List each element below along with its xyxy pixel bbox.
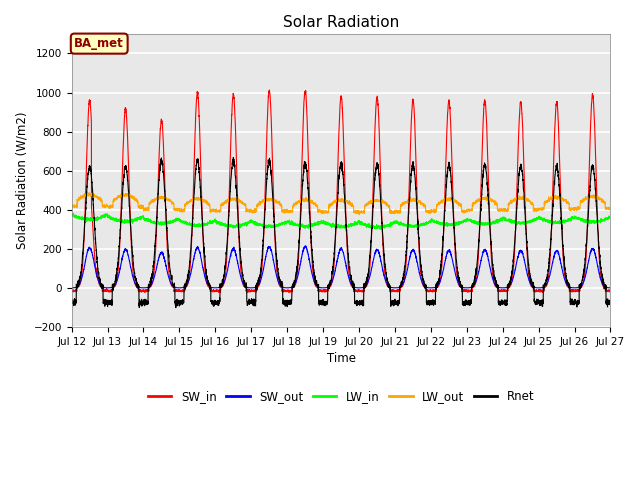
SW_in bbox=[481, 99, 489, 105]
Rnet bbox=[32, 301, 40, 307]
LW_out bbox=[509, 197, 517, 203]
Y-axis label: Solar Radiation (W/m2): Solar Radiation (W/m2) bbox=[15, 112, 28, 249]
Line: SW_out: SW_out bbox=[36, 246, 611, 288]
LW_out bbox=[47, 190, 55, 195]
SW_in bbox=[376, 140, 383, 145]
SW_out bbox=[140, 285, 147, 291]
Line: SW_in: SW_in bbox=[36, 90, 611, 292]
LW_out bbox=[32, 203, 40, 208]
Rnet bbox=[172, 305, 180, 311]
SW_in bbox=[607, 288, 614, 293]
LW_in bbox=[524, 218, 532, 224]
Rnet bbox=[524, 256, 532, 262]
LW_out bbox=[345, 201, 353, 206]
LW_out bbox=[481, 196, 489, 202]
LW_in bbox=[376, 225, 383, 230]
LW_in bbox=[607, 215, 614, 220]
LW_in bbox=[345, 221, 353, 227]
SW_in bbox=[244, 289, 252, 295]
SW_out bbox=[607, 285, 614, 291]
SW_out bbox=[302, 243, 310, 249]
SW_out bbox=[151, 272, 159, 277]
LW_out bbox=[355, 212, 363, 217]
Line: LW_in: LW_in bbox=[36, 211, 611, 229]
LW_out bbox=[151, 197, 159, 203]
SW_in bbox=[266, 87, 273, 93]
LW_out bbox=[376, 198, 383, 204]
SW_out bbox=[32, 285, 40, 291]
SW_in bbox=[32, 288, 40, 293]
LW_in bbox=[68, 208, 76, 214]
Rnet bbox=[345, 258, 353, 264]
Legend: SW_in, SW_out, LW_in, LW_out, Rnet: SW_in, SW_out, LW_in, LW_out, Rnet bbox=[143, 385, 539, 408]
Line: LW_out: LW_out bbox=[36, 192, 611, 215]
Rnet bbox=[481, 165, 489, 170]
Rnet bbox=[509, 257, 517, 263]
SW_in bbox=[509, 268, 517, 274]
SW_in bbox=[345, 269, 353, 275]
LW_in bbox=[151, 219, 159, 225]
SW_out bbox=[509, 275, 517, 280]
SW_out bbox=[481, 247, 489, 252]
LW_in bbox=[481, 220, 489, 226]
LW_in bbox=[32, 211, 40, 217]
X-axis label: Time: Time bbox=[326, 352, 356, 365]
Rnet bbox=[376, 183, 383, 189]
SW_in bbox=[151, 259, 159, 265]
SW_out bbox=[376, 253, 383, 259]
SW_out bbox=[524, 274, 532, 280]
Rnet bbox=[151, 243, 159, 249]
LW_in bbox=[377, 227, 385, 232]
Line: Rnet: Rnet bbox=[36, 157, 611, 308]
SW_out bbox=[345, 275, 353, 280]
LW_in bbox=[509, 220, 517, 226]
Title: Solar Radiation: Solar Radiation bbox=[283, 15, 399, 30]
Rnet bbox=[607, 300, 614, 306]
SW_in bbox=[524, 267, 532, 273]
LW_out bbox=[607, 204, 614, 210]
Text: BA_met: BA_met bbox=[74, 37, 124, 50]
LW_out bbox=[524, 198, 532, 204]
Rnet bbox=[230, 155, 237, 160]
